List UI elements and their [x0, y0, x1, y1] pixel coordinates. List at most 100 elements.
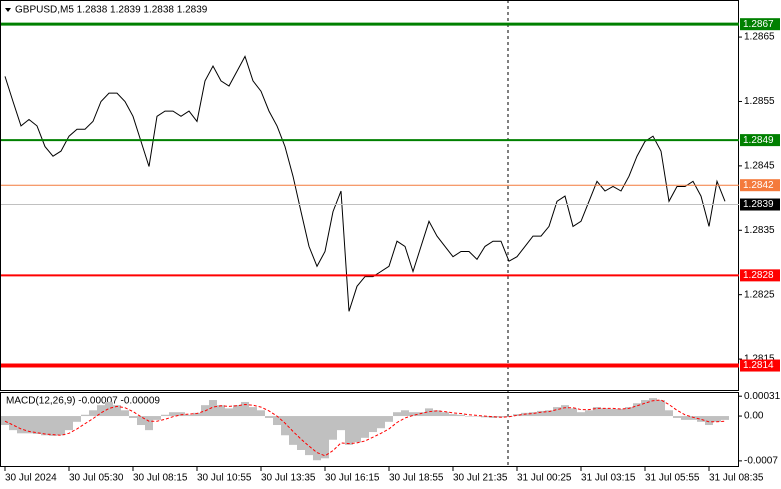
y-tick-label: -0.0007 — [744, 456, 778, 467]
level-label-box — [740, 359, 780, 372]
y-tick-label: 0.00031 — [744, 391, 781, 402]
macd-bar — [233, 405, 241, 417]
level-label: 1.2842 — [743, 180, 774, 191]
macd-bar — [425, 408, 433, 417]
macd-bar — [57, 416, 65, 436]
macd-pane-frame — [0, 392, 739, 467]
macd-bar — [481, 416, 489, 418]
macd-bar — [673, 416, 681, 418]
macd-bar — [289, 416, 297, 445]
x-tick-label: 30 Jul 16:15 — [325, 473, 380, 484]
macd-bar — [1, 416, 9, 426]
macd-bar — [377, 416, 385, 429]
macd-bar — [281, 416, 289, 436]
macd-bar — [49, 416, 57, 436]
x-tick-label: 30 Jul 13:35 — [261, 473, 316, 484]
macd-bar — [249, 407, 257, 417]
signal-line — [4, 399, 726, 457]
macd-bar — [81, 414, 89, 417]
x-tick-label: 30 Jul 05:30 — [69, 473, 124, 484]
macd-bar — [705, 416, 713, 426]
macd-bar — [513, 414, 521, 417]
macd-bar — [385, 416, 393, 422]
x-tick-label: 30 Jul 10:55 — [197, 473, 252, 484]
macd-bar — [353, 416, 361, 443]
level-label-box — [740, 179, 780, 192]
macd-bar — [313, 416, 321, 461]
macd-bar — [457, 414, 465, 417]
macd-bar — [569, 408, 577, 417]
level-label: 1.2849 — [743, 135, 774, 146]
macd-bar — [585, 410, 593, 417]
level-label: 1.2839 — [743, 199, 774, 210]
macd-bar — [145, 416, 153, 431]
macd-bar — [345, 416, 353, 445]
macd-bar — [713, 416, 721, 422]
macd-bar — [257, 410, 265, 417]
macd-bar — [609, 409, 617, 417]
macd-bar — [721, 416, 729, 420]
level-label: 1.2828 — [743, 270, 774, 281]
macd-bar — [273, 416, 281, 426]
level-label-box — [740, 269, 780, 282]
macd-bar — [185, 414, 193, 417]
macd-bar — [641, 400, 649, 417]
macd-bar — [153, 416, 161, 420]
macd-bar — [177, 412, 185, 417]
macd-title: MACD(12,26,9) -0.00007 -0.00009 — [6, 396, 160, 407]
macd-bar — [409, 412, 417, 417]
macd-bar — [33, 416, 41, 434]
macd-bar — [529, 412, 537, 417]
macd-bar — [121, 410, 129, 417]
macd-bar — [17, 416, 25, 434]
menu-icon[interactable] — [5, 8, 11, 12]
macd-bar — [97, 405, 105, 417]
level-label: 1.2867 — [743, 19, 774, 30]
macd-bar — [545, 410, 553, 417]
macd-bar — [625, 407, 633, 417]
macd-bar — [361, 416, 369, 438]
macd-bar — [369, 416, 377, 433]
y-tick-label: 1.2855 — [744, 96, 775, 107]
macd-bar — [537, 410, 545, 417]
macd-bar — [417, 412, 425, 417]
macd-bar — [105, 401, 113, 417]
macd-bar — [689, 416, 697, 420]
y-tick-label: 1.2825 — [744, 289, 775, 300]
x-tick-label: 31 Jul 03:15 — [581, 473, 636, 484]
macd-bar — [657, 400, 665, 417]
x-tick-label: 31 Jul 00:25 — [517, 473, 572, 484]
x-tick-label: 30 Jul 2024 — [5, 473, 57, 484]
x-tick-label: 30 Jul 21:35 — [453, 473, 508, 484]
macd-bar — [225, 408, 233, 417]
macd-bar — [665, 410, 673, 417]
macd-bar — [193, 412, 201, 417]
price-line — [4, 55, 726, 312]
level-label: 1.2814 — [743, 360, 774, 371]
macd-bar — [497, 416, 505, 418]
level-label-box — [740, 198, 780, 211]
macd-bar — [449, 414, 457, 417]
macd-bar — [441, 412, 449, 417]
macd-bar — [41, 416, 49, 436]
macd-bar — [169, 412, 177, 417]
macd-bar — [633, 403, 641, 417]
chart-title: GBPUSD,M5 1.2838 1.2839 1.2838 1.2839 — [15, 5, 208, 16]
macd-bar — [329, 416, 337, 440]
macd-bar — [129, 416, 137, 418]
macd-bar — [401, 410, 409, 417]
macd-bar — [137, 416, 145, 426]
macd-bar — [65, 416, 73, 431]
x-tick-label: 31 Jul 05:55 — [645, 473, 700, 484]
macd-bar — [465, 416, 473, 417]
level-label-box — [740, 18, 780, 31]
macd-bar — [649, 398, 657, 417]
macd-bar — [617, 409, 625, 417]
macd-bar — [337, 416, 345, 431]
x-tick-label: 31 Jul 08:35 — [709, 473, 764, 484]
macd-bar — [217, 405, 225, 417]
macd-bar — [297, 416, 305, 450]
macd-bar — [73, 416, 81, 422]
macd-bar — [577, 412, 585, 417]
